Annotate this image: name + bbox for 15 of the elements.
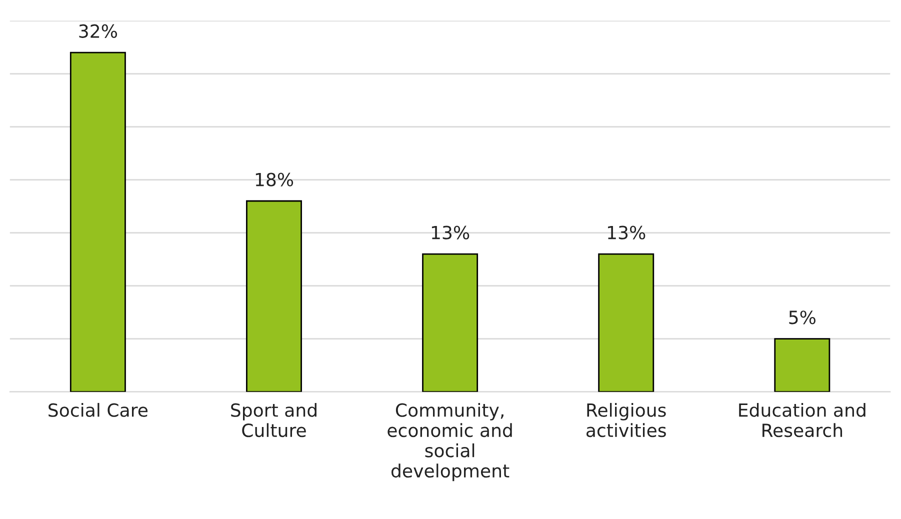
bar bbox=[774, 338, 830, 392]
x-tick-label: Social Care bbox=[48, 402, 148, 417]
data-label: 32% bbox=[79, 24, 118, 38]
data-label: 13% bbox=[432, 226, 470, 240]
x-tick-label: Education and Research bbox=[739, 402, 866, 438]
data-label: 13% bbox=[608, 226, 646, 240]
bar bbox=[70, 52, 126, 392]
data-label: 5% bbox=[789, 310, 816, 324]
x-tick-label: Community, economic and social development bbox=[388, 402, 512, 482]
x-tick-label: Sport and Culture bbox=[231, 402, 316, 438]
bar bbox=[246, 200, 302, 392]
bar bbox=[422, 253, 478, 392]
data-label: 18% bbox=[256, 172, 294, 186]
bar bbox=[598, 253, 654, 392]
x-tick-label: Religious activities bbox=[586, 402, 666, 438]
